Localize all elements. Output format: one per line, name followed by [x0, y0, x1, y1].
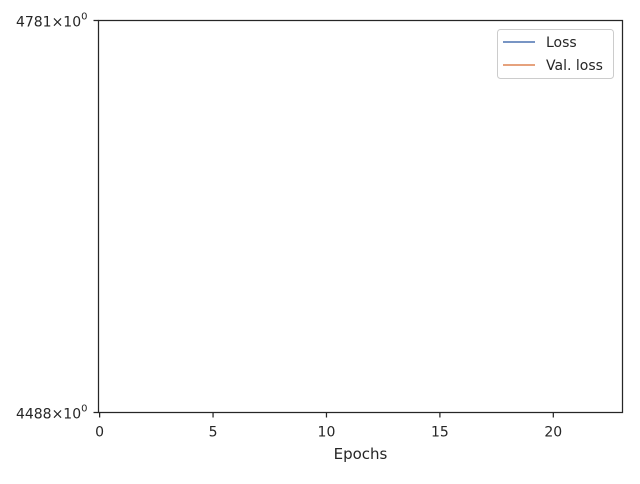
legend: Loss Val. loss — [497, 29, 614, 79]
plot-frame — [97, 19, 624, 414]
x-tick-label: 0 — [95, 425, 104, 441]
legend-label: Loss — [546, 35, 577, 51]
y-tick-label: 4488×100 — [16, 404, 88, 423]
x-tick-label: 5 — [209, 425, 218, 441]
x-tick-label: 15 — [431, 425, 449, 441]
x-tick-label: 20 — [544, 425, 562, 441]
y-tick-label: 4781×100 — [16, 12, 88, 31]
x-tick-label: 10 — [318, 425, 336, 441]
legend-label: Val. loss — [546, 58, 603, 74]
x-axis-label: Epochs — [334, 445, 388, 463]
